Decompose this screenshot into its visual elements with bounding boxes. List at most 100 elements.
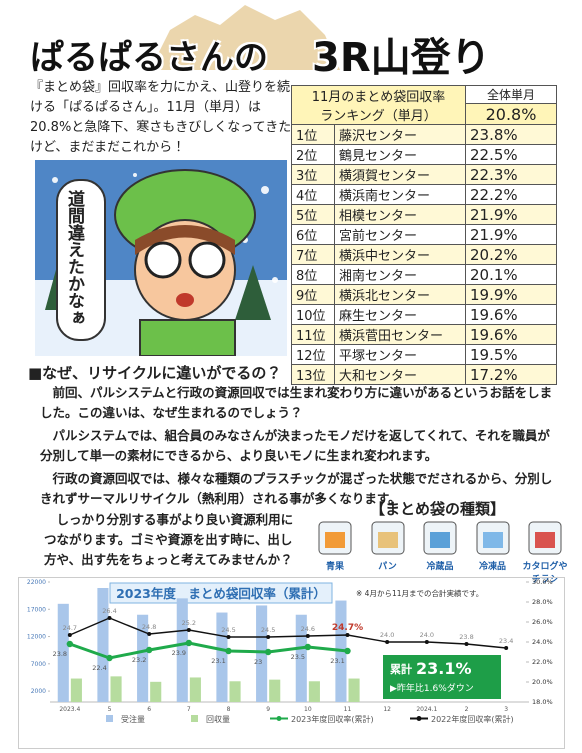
rank: 5位 xyxy=(291,204,335,225)
data-label: 23.2 xyxy=(132,656,146,664)
bar xyxy=(348,678,360,702)
y-tick-label: 12000 xyxy=(27,634,46,641)
rank: 13位 xyxy=(291,364,335,385)
point xyxy=(66,640,74,648)
x-tick-label: 6 xyxy=(147,706,151,713)
data-label: 24.5 xyxy=(221,626,235,634)
legend-label: 受注量 xyxy=(121,714,145,724)
ranking-rows: 1位 藤沢センター 23.8% 2位 鶴見センター 22.5% 3位 横須賀センター 22.3%… xyxy=(291,124,557,385)
title-right: 3R山登り xyxy=(312,35,491,81)
chart-title: 2023年度 まとめ袋回収率（累計） xyxy=(116,586,326,601)
rate: 21.9% xyxy=(465,224,557,245)
line xyxy=(69,617,507,649)
bar xyxy=(256,605,268,702)
center-name: 横浜南センター xyxy=(334,184,466,205)
center-name: 宮前センター xyxy=(334,224,466,245)
bag-icon xyxy=(476,521,509,555)
bag-label: カタログやチラシ xyxy=(522,562,568,585)
ranking-header: 11月のまとめ袋回収率 ランキング（単月） xyxy=(291,85,466,125)
data-label: 26.4 xyxy=(102,607,116,615)
chart-frame xyxy=(18,577,565,749)
point xyxy=(424,640,429,644)
y2-tick-label: 24.0% xyxy=(532,638,553,646)
y2-tick-label: 28.0% xyxy=(532,598,553,606)
rate: 19.9% xyxy=(465,284,557,305)
center-name: 藤沢センター xyxy=(334,124,466,145)
bag-label: 冷蔵品 xyxy=(426,562,454,572)
y2-tick-label: 20.0% xyxy=(532,678,553,686)
bar xyxy=(97,588,109,702)
data-label: 23.8 xyxy=(459,633,473,641)
x-tick-label: 8 xyxy=(227,706,231,713)
rate: 23.8% xyxy=(465,124,557,145)
bag-content xyxy=(482,532,503,548)
center-name: 湘南センター xyxy=(334,264,466,285)
y-tick-label: 2000 xyxy=(31,688,46,695)
legend-label: 2023年度回収率(累計) xyxy=(291,714,374,724)
data-label: 23 xyxy=(254,658,262,666)
data-label: 24.0 xyxy=(420,631,434,639)
chart-note: ※ 4月から11月までの合計実績です。 xyxy=(356,588,483,598)
rank: 4位 xyxy=(291,184,335,205)
bag-item: 冷凍品 xyxy=(468,520,518,585)
data-label: 23.1 xyxy=(330,657,344,665)
bag-label: 冷凍品 xyxy=(478,562,506,572)
rank: 1位 xyxy=(291,124,335,145)
ranking-row: 1位 藤沢センター 23.8% xyxy=(291,124,557,145)
paragraph: 行政の資源回収では、様々な種類のプラスチックが混ざった状態でだされるから、分別し… xyxy=(40,471,553,506)
ranking-row: 3位 横須賀センター 22.3% xyxy=(291,164,557,185)
bag-icon xyxy=(528,521,562,555)
center-name: 横浜菅田センター xyxy=(334,324,466,345)
point xyxy=(385,640,390,644)
x-tick-label: 10 xyxy=(304,706,312,713)
legend-label: 2022年度回収率(累計) xyxy=(431,714,514,724)
section-heading: ■なぜ、リサイクルに違いがでるの？ xyxy=(28,364,282,382)
rank: 9位 xyxy=(291,284,335,305)
rate: 20.2% xyxy=(465,244,557,265)
y2-tick-label: 18.0% xyxy=(532,698,553,706)
point xyxy=(145,646,153,654)
paragraph: 前回、パルシステムと行政の資源回収では生まれ変わり方に違いがあるというお話をしま… xyxy=(40,385,553,420)
ranking-row: 10位 麻生センター 19.6% xyxy=(291,304,557,325)
x-tick-label: 3 xyxy=(504,706,508,713)
point xyxy=(225,647,232,655)
legend-label: 回収量 xyxy=(206,715,230,724)
intro: 『まとめ袋』回収率を力にかえ、山登りを続ける「ぱるぱるさん」。11月（単月）は2… xyxy=(30,80,292,155)
center-name: 麻生センター xyxy=(334,304,466,325)
center-name: 相模センター xyxy=(334,204,466,225)
point xyxy=(264,648,272,656)
rank: 7位 xyxy=(291,244,335,265)
x-tick-label: 11 xyxy=(344,706,352,713)
rank: 10位 xyxy=(291,304,335,325)
rate: 22.5% xyxy=(465,144,557,165)
y-tick-label: 17000 xyxy=(27,606,46,613)
bag-content xyxy=(430,532,450,548)
legend-swatch xyxy=(276,716,282,721)
point xyxy=(504,646,509,650)
x-tick-label: 12 xyxy=(383,706,391,713)
data-label: 24.5 xyxy=(261,626,275,634)
bag-item: 青果 xyxy=(310,520,360,585)
bar xyxy=(70,678,82,702)
center-name: 大和センター xyxy=(334,364,466,385)
center-name: 横浜北センター xyxy=(334,284,466,305)
closing: しっかり分別する事がより良い資源利用につながります。ゴミや資源を出す時に、出し方… xyxy=(44,512,294,567)
point xyxy=(226,635,231,639)
y-tick-label: 22000 xyxy=(27,579,46,586)
bag-list: 青果 パン 冷蔵品 冷凍品 カタログやチラシ xyxy=(310,520,570,585)
data-label: 22.4 xyxy=(92,664,106,672)
chart-title-box xyxy=(109,582,333,604)
ranking-row: 8位 湘南センター 20.1% xyxy=(291,264,557,285)
data-label: 23.9 xyxy=(172,649,186,657)
data-label: 23.1 xyxy=(211,657,225,665)
point xyxy=(344,647,351,655)
bag-item: パン xyxy=(363,520,413,585)
bar xyxy=(137,614,149,702)
x-tick-label: 9 xyxy=(266,706,270,713)
bar xyxy=(269,679,281,702)
bag-icon xyxy=(318,521,352,555)
callout-label: 累計 xyxy=(390,662,412,676)
bar xyxy=(216,612,228,702)
ranking-row: 7位 横浜中センター 20.2% xyxy=(291,244,557,265)
ranking-row: 13位 大和センター 17.2% xyxy=(291,364,557,385)
